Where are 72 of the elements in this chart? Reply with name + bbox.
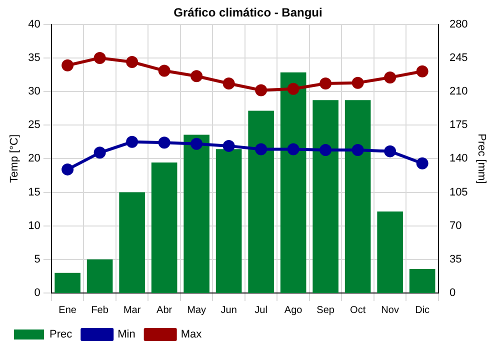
point	[222, 140, 235, 152]
x-tick-label: Ene	[58, 304, 77, 316]
legend-label: Min	[118, 328, 136, 341]
point	[126, 56, 138, 68]
y-tick-label: 30	[28, 86, 40, 98]
y2-tick-label: 280	[449, 18, 468, 30]
y-tick-label: 0	[34, 287, 40, 300]
bar	[248, 110, 274, 293]
y2-tick-label: 210	[449, 86, 468, 98]
x-tick-label: Abr	[156, 304, 173, 316]
point	[190, 138, 203, 150]
x-tick-label: Jul	[254, 304, 268, 316]
point	[416, 157, 428, 170]
x-tick-label: Jun	[220, 304, 237, 316]
bar	[312, 100, 338, 293]
bar	[216, 149, 242, 293]
y2-tick-label: 105	[449, 186, 468, 198]
point	[287, 143, 300, 156]
legend-label: Prec	[50, 328, 73, 341]
point	[222, 77, 235, 90]
point	[158, 136, 170, 149]
x-tick-label: Ago	[284, 304, 303, 316]
point	[384, 145, 396, 158]
x-tick-label: Dic	[415, 304, 430, 316]
bar	[409, 269, 436, 293]
legend-label: Max	[180, 328, 202, 341]
y-tick-label: 25	[28, 119, 40, 132]
point	[384, 71, 396, 84]
x-tick-label: Feb	[91, 304, 109, 316]
point	[287, 82, 300, 95]
point	[190, 70, 203, 82]
point	[94, 52, 106, 64]
y-axis-title: Temp [°C]	[8, 134, 21, 183]
chart-title: Gráfico climático - Bangui	[174, 6, 322, 20]
x-tick-label: Oct	[350, 304, 366, 316]
bar	[184, 134, 210, 293]
point	[94, 146, 106, 159]
y-tick-label: 15	[28, 186, 40, 198]
x-tick-label: Sep	[316, 304, 335, 316]
point	[320, 144, 332, 156]
x-tick-label: Mar	[123, 304, 142, 316]
point	[320, 77, 332, 90]
point	[352, 144, 364, 156]
point	[255, 143, 268, 156]
bar	[86, 259, 113, 293]
point	[352, 76, 364, 89]
y2-axis-title: Prec [mm]	[475, 134, 488, 184]
point	[62, 163, 74, 176]
bar	[377, 211, 403, 293]
y2-tick-label: 245	[449, 52, 468, 64]
y2-tick-label: 140	[449, 152, 468, 165]
point	[158, 64, 170, 77]
bar	[119, 192, 145, 293]
bar	[151, 162, 178, 293]
y2-tick-label: 175	[449, 119, 468, 132]
y-tick-label: 10	[28, 220, 40, 232]
x-tick-label: Nov	[381, 304, 399, 316]
y2-tick-label: 70	[449, 220, 462, 232]
y2-tick-label: 0	[449, 287, 456, 300]
y-tick-label: 40	[28, 18, 40, 30]
point	[62, 59, 74, 72]
y-tick-label: 35	[28, 52, 40, 64]
point	[126, 136, 138, 148]
bar	[54, 272, 80, 293]
y2-tick-label: 35	[449, 253, 462, 266]
x-tick-label: May	[187, 304, 206, 316]
bar	[344, 100, 371, 293]
bar	[280, 72, 306, 293]
point	[416, 65, 428, 78]
point	[255, 84, 268, 96]
y-tick-label: 20	[28, 152, 40, 165]
y-tick-label: 5	[34, 253, 40, 266]
